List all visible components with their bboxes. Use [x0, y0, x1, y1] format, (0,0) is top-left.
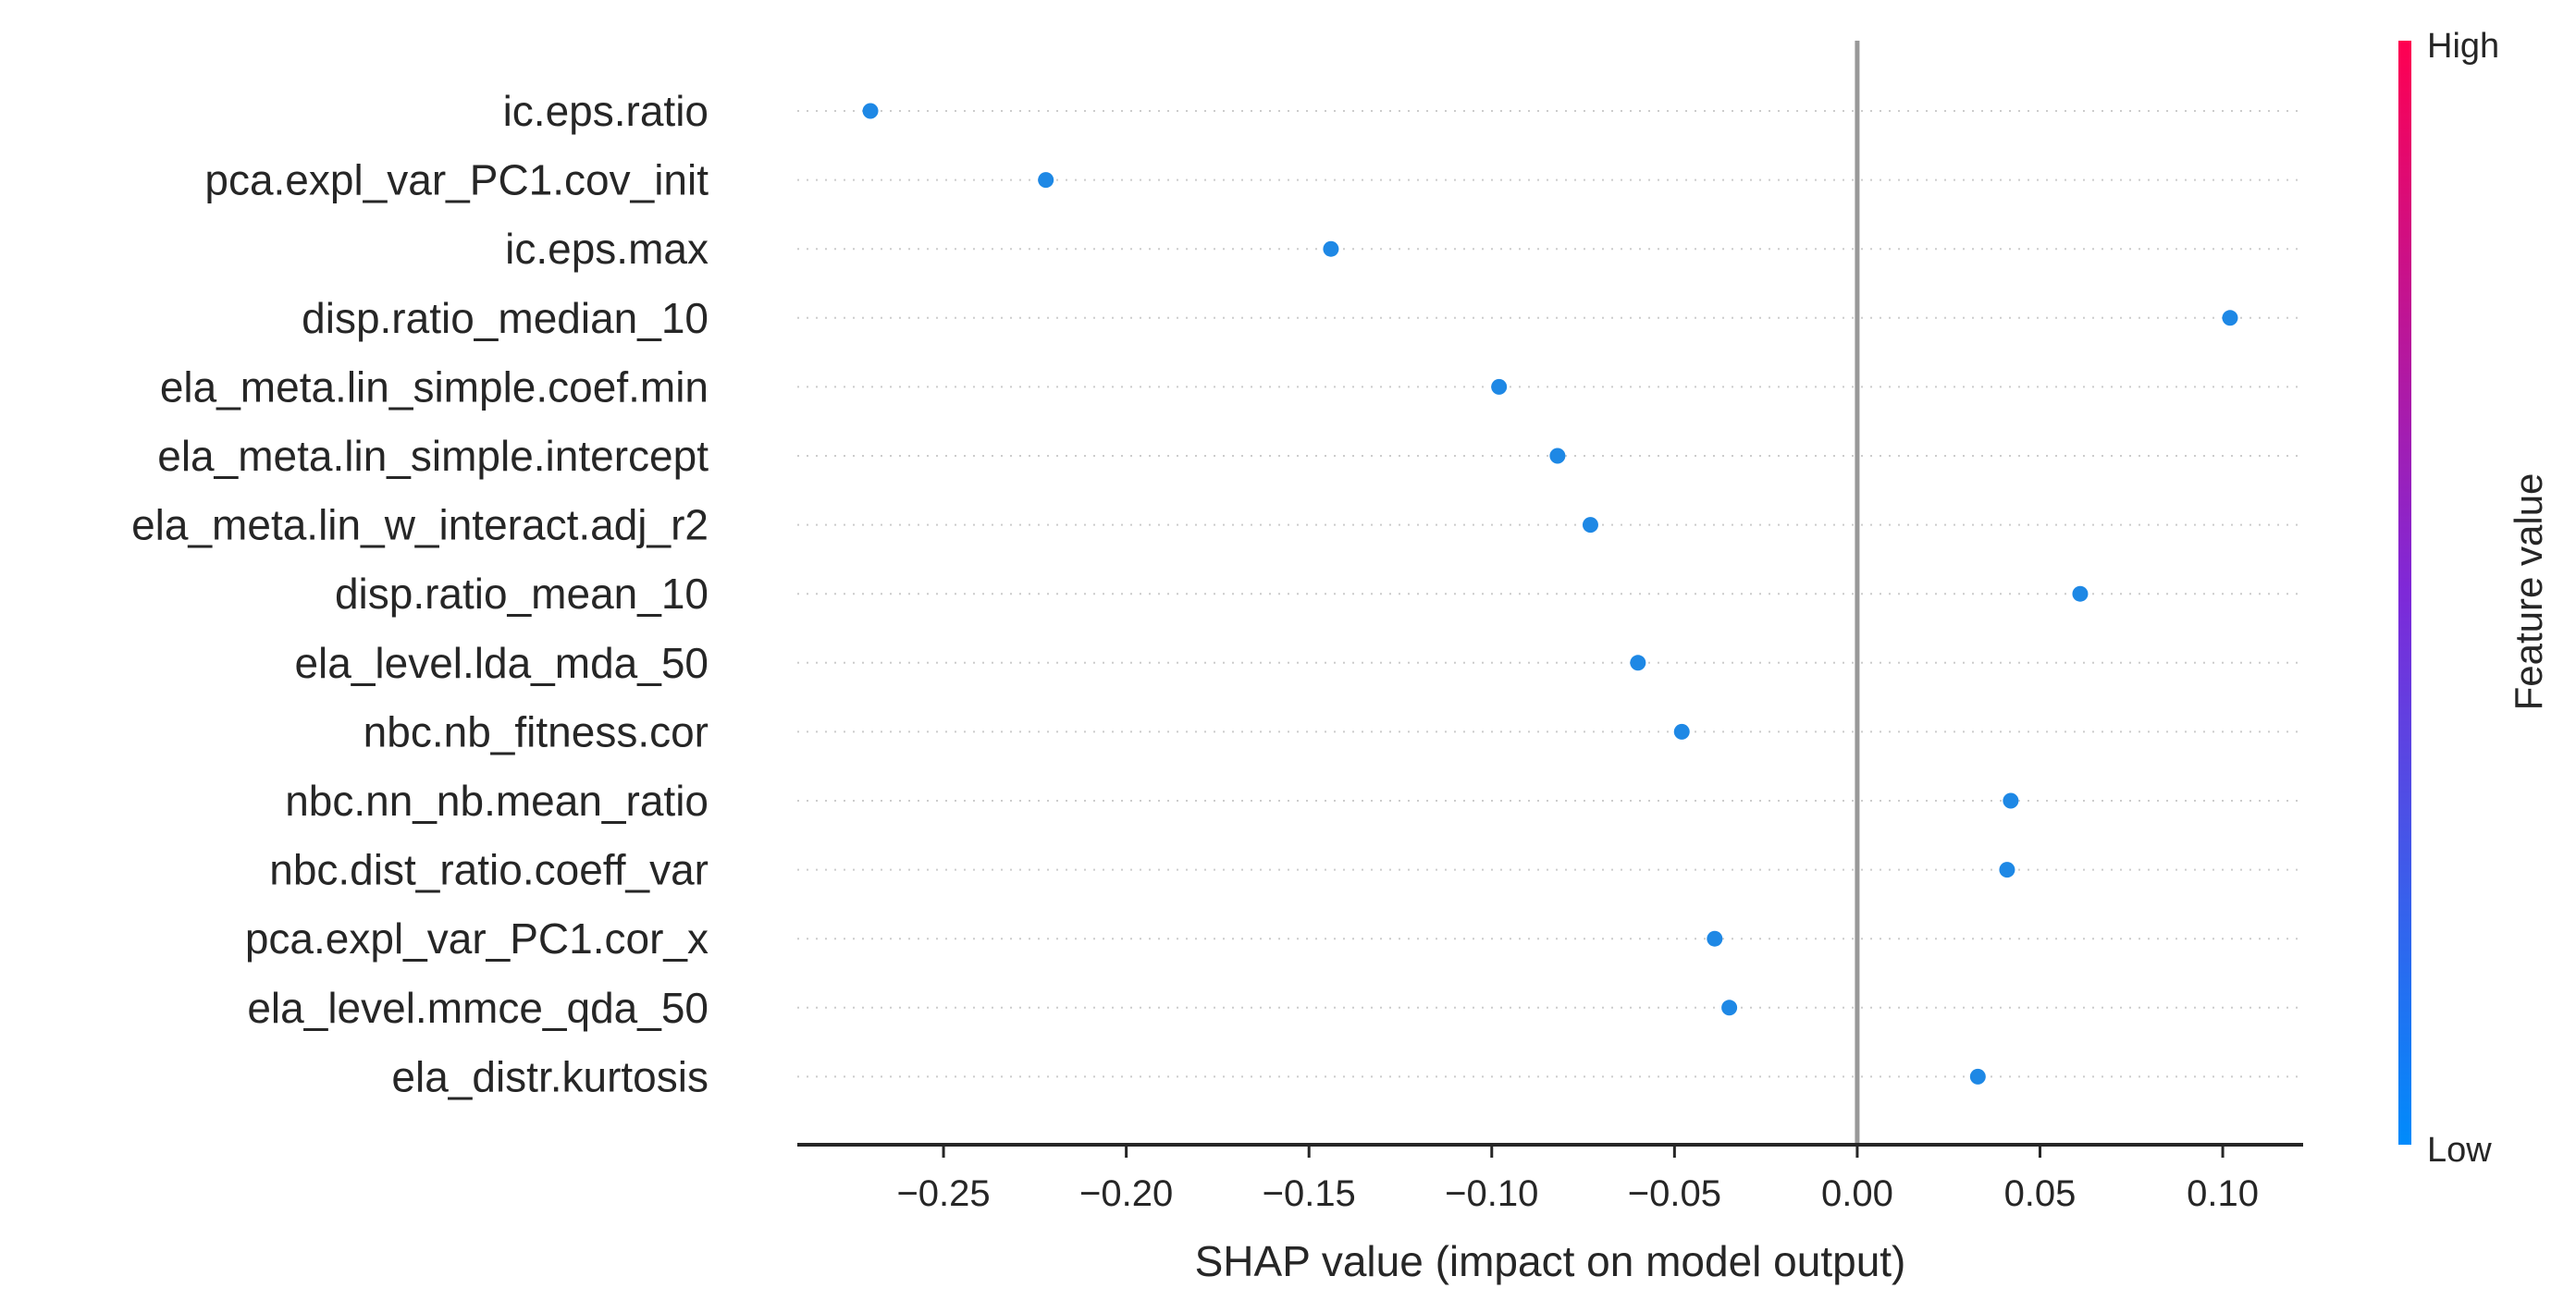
x-tick-label: 0.05	[2004, 1173, 2077, 1214]
feature-label: ela_meta.lin_simple.intercept	[157, 432, 709, 480]
x-tick-label: −0.15	[1263, 1173, 1356, 1214]
shap-point	[1969, 1068, 1986, 1085]
row-guides	[797, 110, 2303, 1078]
x-tick-label: −0.05	[1628, 1173, 1721, 1214]
x-tick-label: −0.20	[1079, 1173, 1173, 1214]
colorbar: High Low Feature value	[2398, 27, 2550, 1170]
feature-label: pca.expl_var_PC1.cor_x	[245, 914, 709, 963]
feature-label: ela_meta.lin_w_interact.adj_r2	[131, 501, 709, 549]
shap-point	[1323, 240, 1339, 257]
shap-point	[2222, 310, 2238, 326]
feature-labels: ic.eps.ratio pca.expl_var_PC1.cov_init ic.…	[131, 87, 709, 1100]
shap-point	[1707, 930, 1723, 947]
shap-point	[1999, 862, 2015, 878]
shap-point	[2003, 792, 2019, 809]
colorbar-low-label: Low	[2427, 1131, 2492, 1170]
feature-label: ela_meta.lin_simple.coef.min	[160, 362, 709, 411]
feature-label: ela_distr.kurtosis	[391, 1052, 709, 1100]
shap-point	[1721, 1000, 1738, 1016]
feature-label: nbc.nb_fitness.cor	[364, 707, 709, 755]
feature-label: ic.eps.ratio	[503, 87, 709, 135]
shap-point	[1582, 517, 1598, 534]
x-tick-label: 0.10	[2187, 1173, 2259, 1214]
feature-label: ic.eps.max	[505, 225, 709, 273]
feature-label: ela_level.mmce_qda_50	[247, 984, 709, 1032]
feature-label: disp.ratio_median_10	[302, 294, 709, 342]
shap-point	[1038, 172, 1054, 189]
shap-point	[1630, 655, 1646, 671]
x-tick-label: −0.10	[1445, 1173, 1538, 1214]
shap-point	[862, 103, 879, 119]
colorbar-high-label: High	[2427, 27, 2499, 66]
shap-point	[1673, 723, 1690, 740]
feature-label: disp.ratio_mean_10	[335, 570, 709, 618]
feature-label: nbc.nn_nb.mean_ratio	[285, 777, 709, 825]
shap-point	[2072, 585, 2089, 602]
colorbar-gradient	[2398, 41, 2411, 1145]
shap-point	[1491, 378, 1508, 395]
colorbar-title: Feature value	[2507, 473, 2550, 711]
feature-label: pca.expl_var_PC1.cov_init	[204, 156, 709, 204]
feature-label: ela_level.lda_mda_50	[294, 639, 709, 687]
shap-point	[1549, 448, 1566, 464]
x-tick-label: 0.00	[1821, 1173, 1893, 1214]
x-tick-label: −0.25	[896, 1173, 990, 1214]
shap-points	[862, 103, 2238, 1085]
x-axis-ticks: −0.25 −0.20 −0.15 −0.10 −0.05 0.00 0.05 0.10	[896, 1145, 2259, 1214]
feature-label: nbc.dist_ratio.coeff_var	[269, 846, 709, 894]
x-axis-title: SHAP value (impact on model output)	[1195, 1237, 1906, 1285]
